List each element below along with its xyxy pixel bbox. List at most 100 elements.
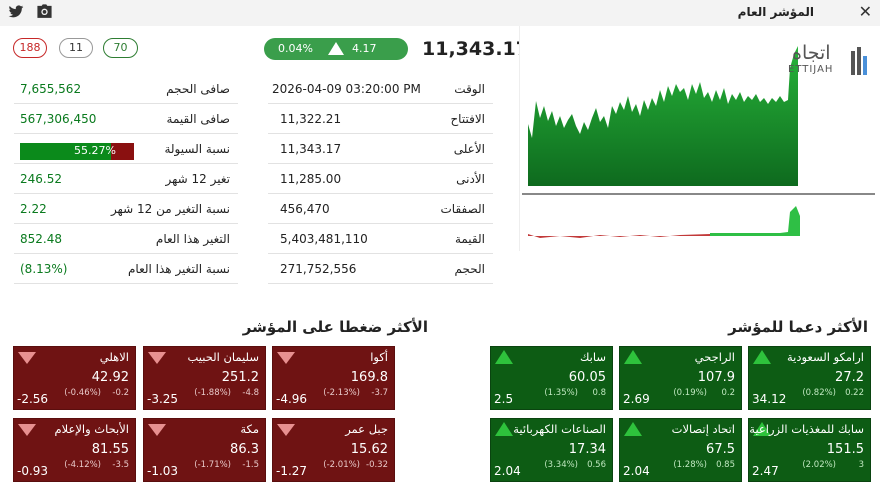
stock-price: 67.5 xyxy=(706,442,735,457)
detail-value: 5,403,481,110 xyxy=(280,232,368,246)
stock-change-percent: (1.28%) xyxy=(673,460,707,470)
intraday-chart: اتجاه ETTIJAH xyxy=(519,26,876,251)
stock-name: الراجحي xyxy=(694,350,735,364)
stock-price: 42.92 xyxy=(91,370,129,385)
detail-value: 271,752,556 xyxy=(280,262,357,276)
index-impact: -1.03 xyxy=(147,464,179,478)
detail-row-trades: 456,470 الصفقات xyxy=(268,194,493,224)
stock-change: -0.2 xyxy=(112,388,129,398)
pressure-card[interactable]: الاهلي 42.92 (-0.46%) -0.2 -2.56 xyxy=(13,346,136,410)
stock-change-percent: (-2.13%) xyxy=(323,388,360,398)
index-impact: 34.12 xyxy=(752,392,787,406)
detail-row-volume: 271,752,556 الحجم xyxy=(268,254,493,284)
close-icon[interactable]: ✕ xyxy=(858,2,872,21)
stock-price: 151.5 xyxy=(826,442,864,457)
stock-name: الاهلي xyxy=(99,350,129,364)
stat-label: تغير 12 شهر xyxy=(165,172,231,186)
support-card[interactable]: ارامكو السعودية 27.2 (0.82%) 0.22 34.12 xyxy=(748,346,871,410)
stock-name: سابك xyxy=(579,350,606,364)
down-arrow-icon xyxy=(148,424,166,436)
stock-change-percent: (-1.71%) xyxy=(194,460,231,470)
camera-icon[interactable] xyxy=(36,4,53,23)
stat-row-12m-change: 246.52 تغير 12 شهر xyxy=(14,164,238,194)
detail-label: الافتتاح xyxy=(450,112,485,126)
down-arrow-icon xyxy=(277,352,295,364)
up-arrow-icon xyxy=(624,422,642,436)
stock-change-percent: (3.34%) xyxy=(544,460,578,470)
stat-value: (8.13%) xyxy=(20,262,68,276)
stock-name: مكة xyxy=(240,422,259,436)
stock-price: 251.2 xyxy=(221,370,259,385)
stat-row-12m-percent: 2.22 نسبة التغير من 12 شهر xyxy=(14,194,238,224)
stock-change-percent: (-1.88%) xyxy=(194,388,231,398)
support-card[interactable]: سابك للمغذيات الزراعية 151.5 (2.02%) 3 2… xyxy=(748,418,871,482)
stock-change-percent: (-2.01%) xyxy=(323,460,360,470)
detail-label: الحجم xyxy=(454,262,485,276)
index-impact: 2.04 xyxy=(623,464,650,478)
stock-change-percent: (-4.12%) xyxy=(64,460,101,470)
index-change-percent: 0.04% xyxy=(278,42,313,55)
index-impact: -3.25 xyxy=(147,392,179,406)
stock-change-percent: (0.82%) xyxy=(802,388,836,398)
detail-value: 11,343.17 xyxy=(280,142,342,156)
up-arrow-icon xyxy=(328,42,344,55)
twitter-icon[interactable] xyxy=(8,4,24,23)
index-impact: -2.56 xyxy=(17,392,49,406)
declining-count: 188 xyxy=(13,38,47,58)
index-impact: -0.93 xyxy=(17,464,49,478)
stock-change-percent: (-0.46%) xyxy=(64,388,101,398)
stat-label: نسبة التغير هذا العام xyxy=(127,262,230,276)
stock-change: -3.5 xyxy=(112,460,129,470)
index-impact: 2.47 xyxy=(752,464,779,478)
pressure-card[interactable]: مكة 86.3 (-1.71%) -1.5 -1.03 xyxy=(143,418,266,482)
pressure-card[interactable]: سليمان الحبيب 251.2 (-1.88%) -4.8 -3.25 xyxy=(143,346,266,410)
support-section-title: الأكثر دعما للمؤشر xyxy=(728,318,868,336)
support-card[interactable]: الصناعات الكهربائية 17.34 (3.34%) 0.56 2… xyxy=(490,418,613,482)
stock-change: -4.8 xyxy=(242,388,259,398)
support-card[interactable]: الراجحي 107.9 (0.19%) 0.2 2.69 xyxy=(619,346,742,410)
stock-name: سليمان الحبيب xyxy=(187,350,259,364)
down-arrow-icon xyxy=(277,424,295,436)
stock-change: 3 xyxy=(858,460,864,470)
index-impact: 2.04 xyxy=(494,464,521,478)
support-card[interactable]: اتحاد إتصالات 67.5 (1.28%) 0.85 2.04 xyxy=(619,418,742,482)
stock-name: جبل عمر xyxy=(345,422,388,436)
pressure-card[interactable]: الأبحاث والإعلام 81.55 (-4.12%) -3.5 -0.… xyxy=(13,418,136,482)
detail-label: الصفقات xyxy=(440,202,486,216)
pressure-card[interactable]: أكوا 169.8 (-2.13%) -3.7 -4.96 xyxy=(272,346,395,410)
stock-price: 169.8 xyxy=(350,370,388,385)
page-title: المؤشر العام xyxy=(737,5,814,19)
stock-price: 86.3 xyxy=(230,442,259,457)
support-card[interactable]: سابك 60.05 (1.35%) 0.8 2.5 xyxy=(490,346,613,410)
unchanged-count: 11 xyxy=(59,38,93,58)
up-arrow-icon xyxy=(753,350,771,364)
logo-arabic-text: اتجاه xyxy=(792,42,831,64)
detail-row-high: 11,343.17 الأعلى xyxy=(268,134,493,164)
index-change-value: 4.17 xyxy=(352,42,377,55)
stock-name: الأبحاث والإعلام xyxy=(54,422,129,436)
logo-latin-text: ETTIJAH xyxy=(788,64,834,75)
stock-price: 15.62 xyxy=(350,442,388,457)
stock-price: 107.9 xyxy=(697,370,735,385)
stat-value: 2.22 xyxy=(20,202,47,216)
stock-change: 0.22 xyxy=(845,388,864,398)
stat-label: نسبة السيولة xyxy=(164,142,230,156)
detail-value: 456,470 xyxy=(280,202,330,216)
index-change-badge: 0.04% 4.17 xyxy=(264,38,408,60)
down-arrow-icon xyxy=(148,352,166,364)
stock-change: 0.85 xyxy=(716,460,735,470)
pressure-card[interactable]: جبل عمر 15.62 (-2.01%) -0.32 -1.27 xyxy=(272,418,395,482)
stock-price: 81.55 xyxy=(91,442,129,457)
stock-change: -3.7 xyxy=(371,388,388,398)
intraday-chart-svg xyxy=(522,46,875,238)
stock-price: 60.05 xyxy=(568,370,606,385)
stat-label: صافى الحجم xyxy=(166,82,230,96)
stock-change-percent: (1.35%) xyxy=(544,388,578,398)
index-impact: 2.5 xyxy=(494,392,514,406)
detail-row-open: 11,322.21 الافتتاح xyxy=(268,104,493,134)
liquidity-bar-fill xyxy=(20,143,112,160)
stock-change: -1.5 xyxy=(242,460,259,470)
down-arrow-icon xyxy=(18,352,36,364)
stock-name: أكوا xyxy=(370,350,388,364)
index-impact: -1.27 xyxy=(276,464,308,478)
